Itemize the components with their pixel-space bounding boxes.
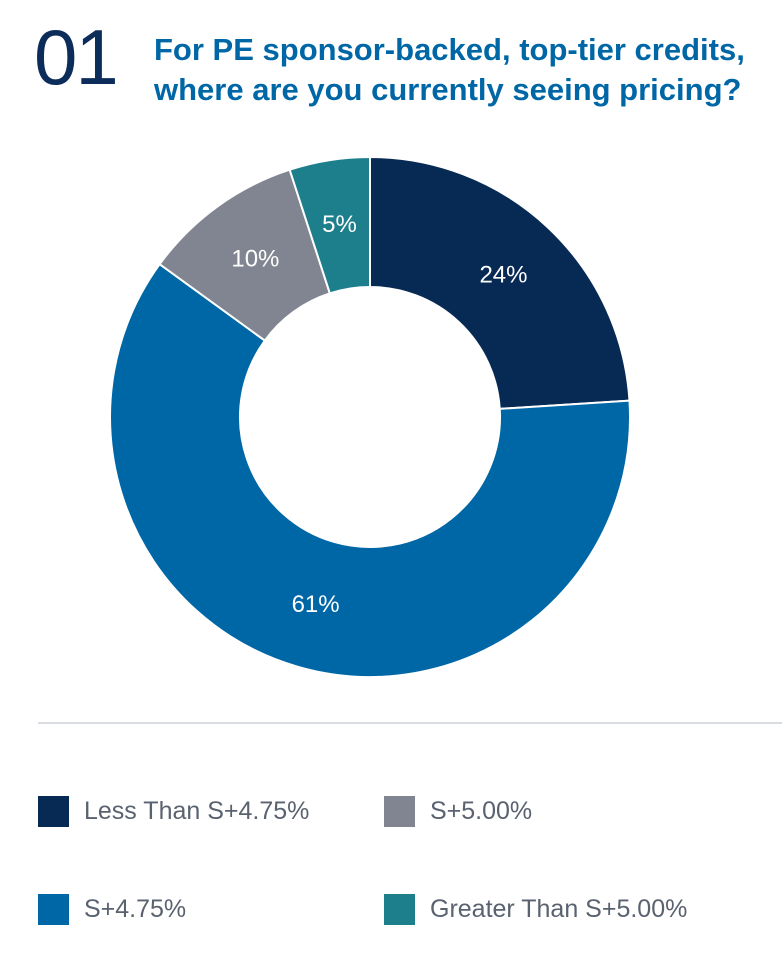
- donut-labels: 24% 61% 10% 5%: [231, 211, 527, 618]
- legend-swatch: [384, 796, 415, 827]
- legend-item-greater-than-s500: Greater Than S+5.00%: [384, 894, 687, 925]
- donut-slice-less-than-s-4-75: [369, 155, 631, 410]
- question-number: 01: [34, 13, 119, 101]
- legend-divider: [38, 722, 782, 724]
- legend-label: S+4.75%: [84, 895, 187, 923]
- slice-value-label: 10%: [231, 246, 279, 273]
- donut-slice-s-4-75: [109, 262, 631, 678]
- donut-slice-greater-than-s-5-00: [288, 155, 371, 295]
- legend-item-s475: S+4.75%: [38, 894, 186, 925]
- slice-value-label: 24%: [479, 261, 527, 288]
- legend-item-s500: S+5.00%: [384, 796, 532, 827]
- legend-label: Less Than S+4.75%: [84, 797, 310, 825]
- question-title: For PE sponsor-backed, top-tier credits,…: [154, 30, 774, 110]
- legend-swatch: [384, 894, 415, 925]
- legend-label: Greater Than S+5.00%: [430, 895, 688, 923]
- donut-slices: [109, 155, 631, 678]
- legend-swatch: [38, 894, 69, 925]
- slice-value-label: 61%: [292, 591, 340, 618]
- legend-swatch: [38, 796, 69, 827]
- legend-item-less-than-s475: Less Than S+4.75%: [38, 796, 309, 827]
- legend-label: S+5.00%: [430, 797, 533, 825]
- question-title-line-2: where are you currently seeing pricing?: [154, 72, 742, 107]
- slice-value-label: 5%: [322, 211, 357, 238]
- question-title-line-1: For PE sponsor-backed, top-tier credits,: [154, 32, 745, 67]
